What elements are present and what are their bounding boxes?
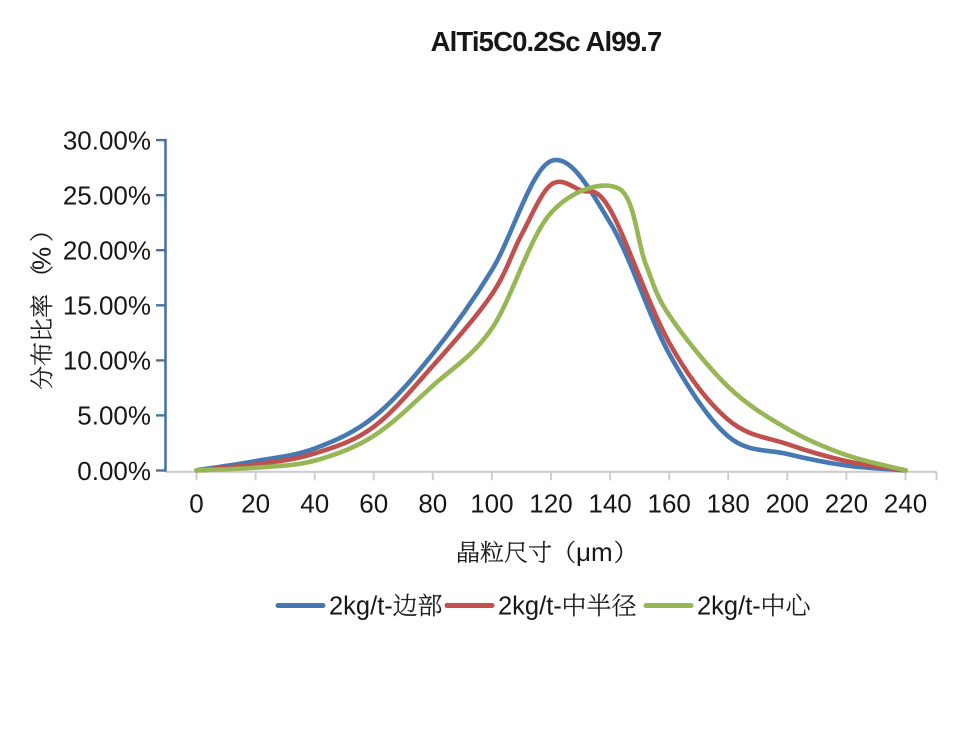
svg-text:2kg/t-: 2kg/t-: [329, 593, 393, 621]
svg-text:2kg/t-: 2kg/t-: [498, 593, 562, 621]
svg-text:5.00%: 5.00%: [77, 401, 151, 431]
svg-text:240: 240: [884, 489, 927, 519]
svg-text:80: 80: [418, 489, 447, 519]
svg-text:0: 0: [189, 489, 203, 519]
svg-text:160: 160: [648, 489, 691, 519]
svg-text:200: 200: [766, 489, 809, 519]
svg-text:100: 100: [470, 489, 513, 519]
svg-text:120: 120: [529, 489, 572, 519]
svg-text:10.00%: 10.00%: [63, 346, 151, 376]
svg-text:μm: μm: [576, 537, 613, 567]
svg-text:0.00%: 0.00%: [77, 456, 151, 486]
svg-text:25.00%: 25.00%: [63, 181, 151, 211]
svg-text:40: 40: [300, 489, 329, 519]
svg-text:60: 60: [359, 489, 388, 519]
svg-text:2kg/t-: 2kg/t-: [697, 593, 761, 621]
svg-text:140: 140: [588, 489, 631, 519]
svg-text:220: 220: [825, 489, 868, 519]
svg-text:30.00%: 30.00%: [63, 125, 151, 155]
svg-text:%: %: [27, 247, 57, 270]
svg-text:AlTi5C0.2Sc Al99.7: AlTi5C0.2Sc Al99.7: [431, 26, 662, 57]
svg-text:15.00%: 15.00%: [63, 291, 151, 321]
svg-text:20: 20: [241, 489, 270, 519]
svg-text:20.00%: 20.00%: [63, 236, 151, 266]
svg-text:180: 180: [707, 489, 750, 519]
